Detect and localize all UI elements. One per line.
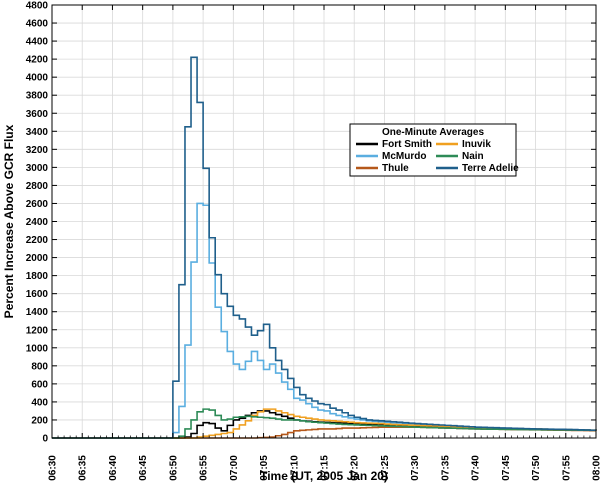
y-tick-label: 800 — [31, 361, 48, 372]
y-tick-label: 3600 — [26, 109, 49, 120]
y-tick-label: 2000 — [26, 253, 49, 264]
legend-label-inuvik: Inuvik — [462, 139, 491, 150]
y-tick-label: 200 — [31, 415, 48, 426]
y-tick-label: 4000 — [26, 73, 49, 84]
y-tick-label: 1400 — [26, 307, 49, 318]
grid — [52, 5, 596, 438]
y-tick-label: 3800 — [26, 91, 49, 102]
legend-label-thule: Thule — [382, 163, 409, 174]
x-tick-label: 07:30 — [410, 455, 421, 481]
x-tick-label: 06:50 — [168, 455, 179, 481]
y-tick-label: 3200 — [26, 145, 49, 156]
x-tick-label: 07:00 — [229, 455, 240, 481]
x-tick-label: 07:40 — [471, 455, 482, 481]
y-axis-label: Percent Increase Above GCR Flux — [2, 124, 16, 318]
ticks-layer: 0 200 400 600 800 1000 1200 1400 1600 1800 2000 220… — [26, 1, 600, 481]
y-tick-label: 600 — [31, 379, 48, 390]
y-tick-label: 4600 — [26, 19, 49, 30]
y-tick-label: 4400 — [26, 37, 49, 48]
legend: One-Minute Averages Fort Smith Inuvik McMu… — [350, 124, 519, 176]
y-tick-label: 4800 — [26, 1, 49, 12]
x-tick-label: 07:35 — [440, 455, 451, 481]
legend-label-terre-adelie: Terre Adelie — [462, 163, 519, 174]
y-tick-label: 0 — [42, 434, 48, 445]
y-tick-label: 1000 — [26, 343, 49, 354]
y-tick-label: 2600 — [26, 199, 49, 210]
y-tick-label: 1600 — [26, 289, 49, 300]
y-tick-label: 2200 — [26, 235, 49, 246]
y-tick-label: 3000 — [26, 163, 49, 174]
y-tick-label: 1200 — [26, 325, 49, 336]
y-tick-label: 2800 — [26, 181, 49, 192]
x-tick-label: 07:55 — [561, 455, 572, 481]
y-tick-label: 4200 — [26, 55, 49, 66]
x-tick-label: 06:30 — [48, 455, 59, 481]
legend-label-mcmurdo: McMurdo — [382, 151, 426, 162]
legend-label-nain: Nain — [462, 151, 484, 162]
x-tick-label: 08:00 — [592, 455, 600, 481]
x-tick-label: 06:55 — [199, 455, 210, 481]
x-tick-label: 07:50 — [531, 455, 542, 481]
y-tick-label: 400 — [31, 397, 48, 408]
y-tick-label: 3400 — [26, 127, 49, 138]
x-tick-label: 06:35 — [78, 455, 89, 481]
legend-title: One-Minute Averages — [382, 127, 484, 138]
x-axis-label: Time (UT, 2005 Jan 20) — [260, 469, 388, 483]
x-tick-label: 06:40 — [108, 455, 119, 481]
y-tick-label: 1800 — [26, 271, 49, 282]
legend-label-fort-smith: Fort Smith — [382, 139, 432, 150]
x-tick-label: 06:45 — [138, 455, 149, 481]
y-tick-label: 2400 — [26, 217, 49, 228]
x-tick-label: 07:45 — [501, 455, 512, 481]
